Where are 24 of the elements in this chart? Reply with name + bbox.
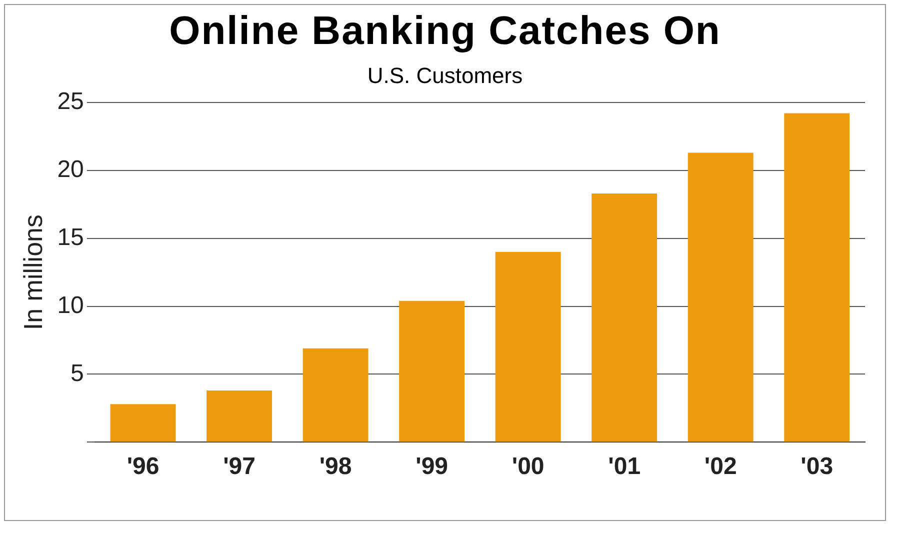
y-tick-label: 10 bbox=[57, 292, 84, 319]
bar bbox=[784, 113, 850, 442]
chart-title: Online Banking Catches On bbox=[168, 9, 722, 54]
x-tick-label: '96 bbox=[126, 453, 160, 480]
bar bbox=[302, 348, 368, 442]
y-axis-title: In millions bbox=[18, 214, 48, 330]
x-tick-label: '02 bbox=[704, 453, 737, 480]
y-tick-label: 5 bbox=[70, 360, 84, 387]
x-tick-label: '98 bbox=[319, 453, 352, 480]
x-tick-label: '99 bbox=[416, 453, 448, 480]
chart-subtitle: U.S. Customers bbox=[366, 63, 524, 89]
bar bbox=[688, 152, 754, 442]
bar bbox=[206, 390, 272, 442]
bar bbox=[592, 193, 658, 442]
x-tick-label: '97 bbox=[223, 453, 256, 480]
x-tick-label: '03 bbox=[800, 453, 834, 480]
y-tick-label: 15 bbox=[57, 224, 84, 251]
bar bbox=[110, 404, 176, 442]
y-tick-label: 20 bbox=[57, 156, 84, 183]
x-tick-label: '01 bbox=[608, 453, 641, 480]
bar bbox=[399, 300, 465, 442]
bar bbox=[495, 252, 561, 442]
y-tick-label: 25 bbox=[57, 88, 84, 116]
x-tick-label: '00 bbox=[512, 453, 544, 480]
